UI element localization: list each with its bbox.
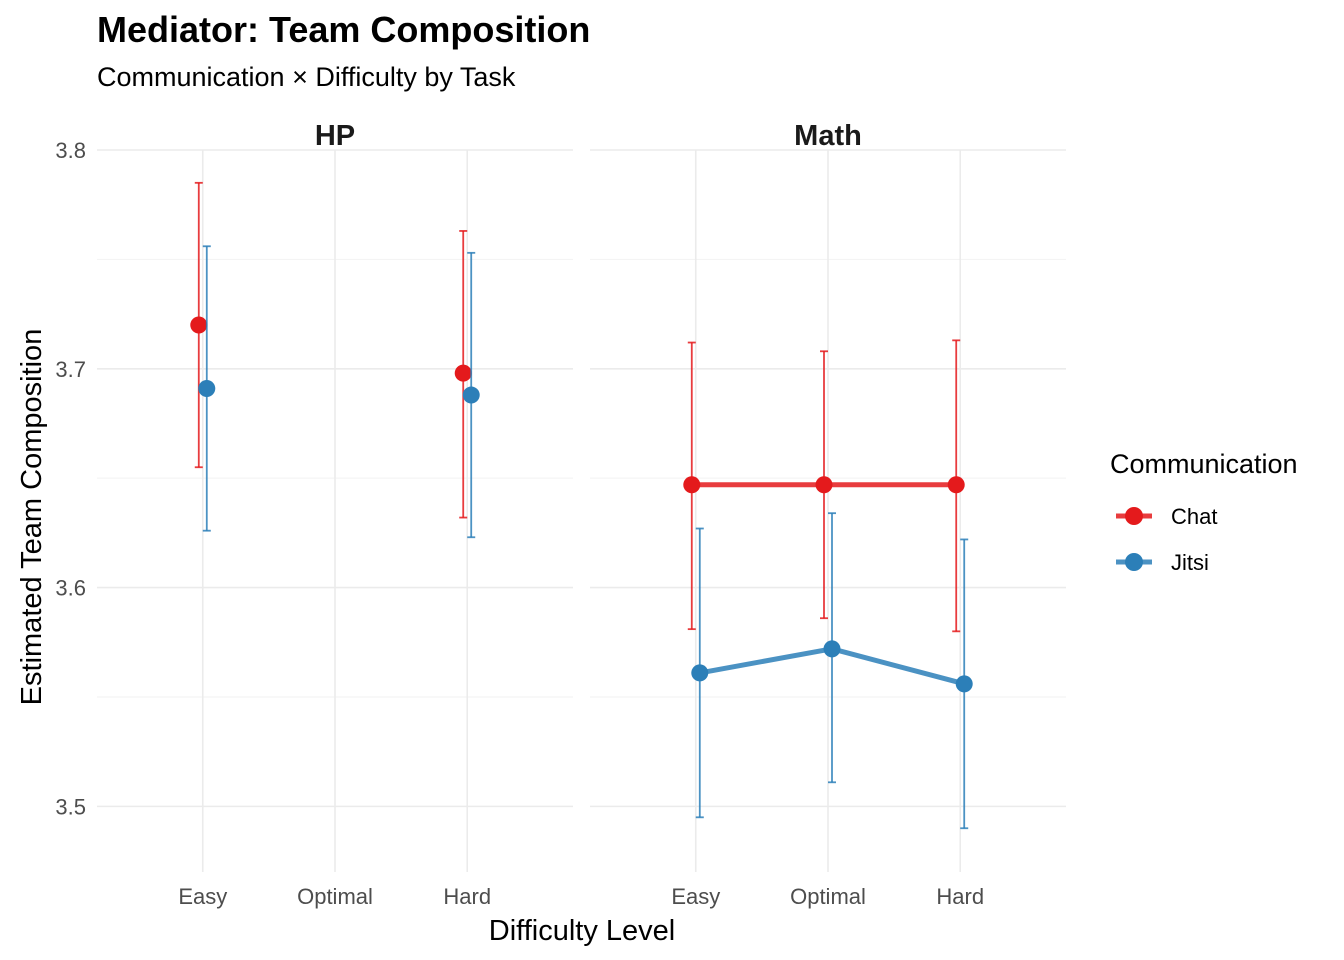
y-tick-label: 3.7 <box>55 357 86 382</box>
series-jitsi <box>691 512 973 830</box>
data-point <box>190 316 208 334</box>
data-point <box>823 640 841 658</box>
chart-subtitle: Communication × Difficulty by Task <box>97 62 516 92</box>
data-point <box>683 476 701 494</box>
series-chat <box>683 339 965 633</box>
y-tick-label: 3.5 <box>55 794 86 819</box>
y-axis: 3.5 3.6 3.7 3.8 <box>55 138 86 819</box>
x-axis-title: Difficulty Level <box>489 915 675 947</box>
series-chat <box>190 181 472 519</box>
data-point <box>462 386 480 404</box>
data-point <box>691 664 709 682</box>
series-line-segment <box>697 646 835 676</box>
data-point <box>947 476 965 494</box>
legend-key-point <box>1125 553 1143 571</box>
x-tick-label: Hard <box>936 884 984 909</box>
legend-title: Communication <box>1110 449 1298 479</box>
legend-label: Chat <box>1171 504 1217 529</box>
data-point <box>955 675 973 693</box>
chart-title: Mediator: Team Composition <box>97 9 590 50</box>
series-line-segment <box>829 646 967 687</box>
facet-panel-math: Math Easy Optimal Hard <box>590 120 1066 909</box>
legend: Communication Chat Jitsi <box>1110 449 1298 575</box>
facet-label: Math <box>794 120 862 152</box>
legend-key-point <box>1125 507 1143 525</box>
y-axis-title: Estimated Team Composition <box>16 329 48 706</box>
x-tick-label: Easy <box>671 884 720 909</box>
legend-item-jitsi: Jitsi <box>1116 550 1209 575</box>
facet-label: HP <box>315 120 355 152</box>
y-tick-label: 3.6 <box>55 576 86 601</box>
x-tick-label: Hard <box>443 884 491 909</box>
x-tick-label: Easy <box>178 884 227 909</box>
x-tick-label: Optimal <box>790 884 866 909</box>
facet-panels: HP Easy Optimal Hard Math Easy Optimal Hard <box>97 120 1066 909</box>
legend-label: Jitsi <box>1171 550 1209 575</box>
legend-item-chat: Chat <box>1116 504 1217 529</box>
series-jitsi <box>198 245 480 539</box>
x-tick-label: Optimal <box>297 884 373 909</box>
data-point <box>815 476 833 494</box>
data-point <box>454 364 472 382</box>
data-point <box>198 379 216 397</box>
facet-panel-hp: HP Easy Optimal Hard <box>97 120 573 909</box>
y-tick-label: 3.8 <box>55 138 86 163</box>
